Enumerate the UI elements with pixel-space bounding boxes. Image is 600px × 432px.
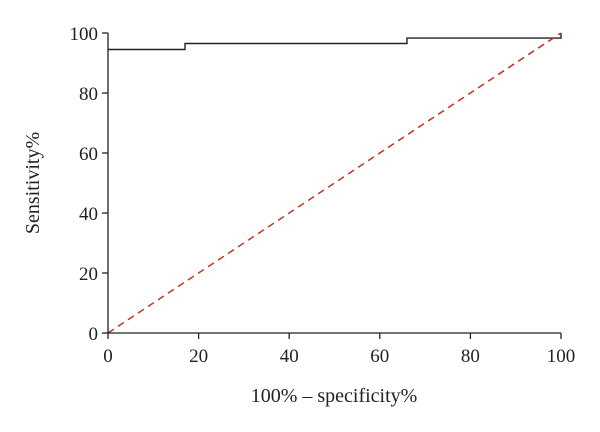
x-tick-label: 60 xyxy=(370,346,389,367)
y-tick-label: 80 xyxy=(79,84,98,105)
reference-diagonal-line xyxy=(107,32,562,334)
plot-area xyxy=(107,32,562,334)
y-tick-label: 60 xyxy=(79,144,98,165)
x-tick-label: 80 xyxy=(461,346,480,367)
y-tick-label: 0 xyxy=(89,324,99,345)
x-tick-label: 20 xyxy=(189,346,208,367)
y-tick-label: 100 xyxy=(70,24,99,45)
y-tick-label: 40 xyxy=(79,204,98,225)
x-tick-label: 100 xyxy=(547,346,576,367)
x-tick-label: 40 xyxy=(280,346,299,367)
axes: 0 20 40 60 80 100 0 20 40 60 80 100 xyxy=(70,24,576,367)
y-axis-title: Sensitivity% xyxy=(22,132,44,234)
x-tick-label: 0 xyxy=(103,346,113,367)
roc-curve-line xyxy=(108,33,562,51)
y-tick-label: 20 xyxy=(79,264,98,285)
x-axis-title: 100% – specificity% xyxy=(251,385,418,407)
